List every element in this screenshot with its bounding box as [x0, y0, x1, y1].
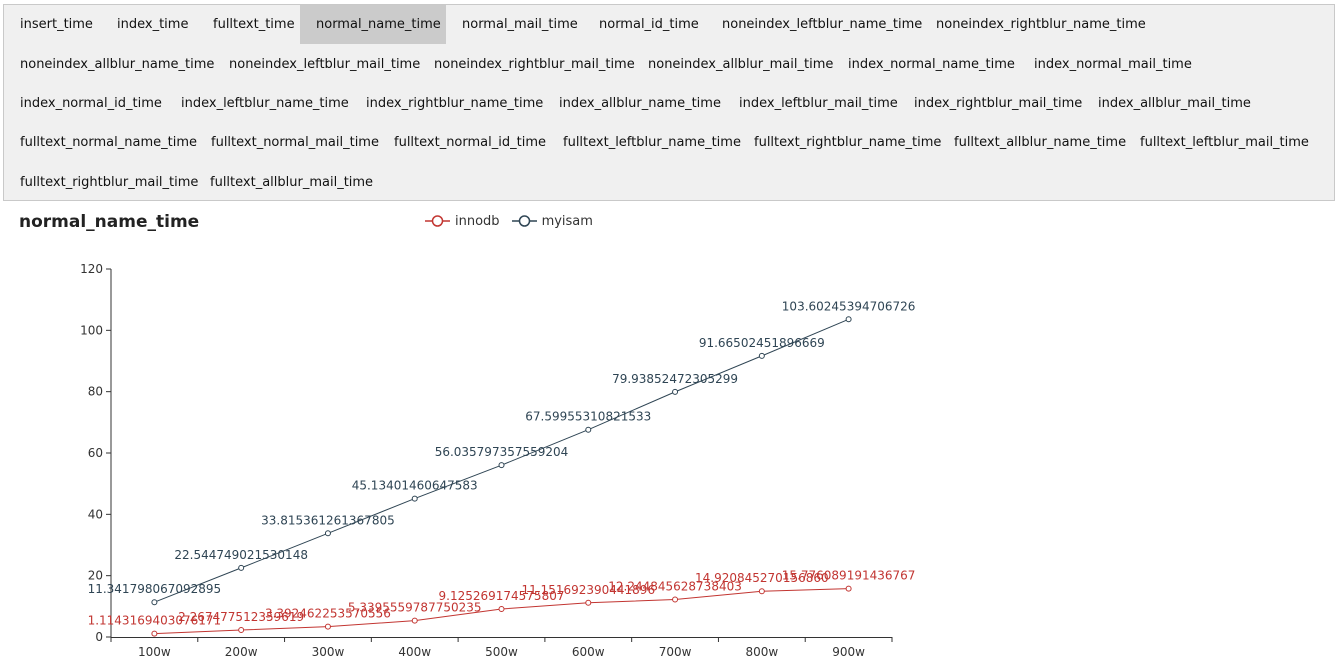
tab-noneindex-rightblur-mail-time[interactable]: noneindex_rightblur_mail_time — [434, 57, 635, 72]
data-point-myisam — [498, 462, 505, 469]
data-point-innodb — [498, 606, 505, 613]
chart-legend: innodb myisam — [425, 212, 605, 230]
tab-noneindex-leftblur-name-time[interactable]: noneindex_leftblur_name_time — [722, 17, 923, 32]
data-label-innodb: 5.3395559787750235 — [348, 601, 482, 615]
data-point-myisam — [238, 564, 245, 571]
x-tick-label: 800w — [745, 645, 778, 659]
tab-index-normal-name-time[interactable]: index_normal_name_time — [848, 57, 1015, 72]
y-tick-label: 40 — [88, 507, 103, 521]
x-tick-label: 700w — [659, 645, 692, 659]
chart-tab-bar: insert_time index_time fulltext_time normal… — [3, 4, 1335, 201]
data-point-myisam — [324, 530, 331, 537]
legend-myisam-marker-icon — [511, 215, 537, 227]
tab-index-leftblur-name-time[interactable]: index_leftblur_name_time — [181, 96, 349, 111]
tab-fulltext-leftblur-name-time[interactable]: fulltext_leftblur_name_time — [563, 135, 741, 150]
data-point-innodb — [238, 627, 245, 634]
tab-fulltext-normal-mail-time[interactable]: fulltext_normal_mail_time — [211, 135, 379, 150]
data-label-innodb: 12.244845628738403 — [608, 579, 742, 593]
legend-label-myisam: myisam — [541, 213, 593, 229]
data-point-innodb — [585, 599, 592, 606]
tab-insert-time[interactable]: insert_time — [20, 17, 93, 32]
data-point-myisam — [151, 599, 158, 606]
tab-noneindex-rightblur-name-time[interactable]: noneindex_rightblur_name_time — [936, 17, 1146, 32]
data-point-innodb — [758, 588, 765, 595]
data-label-myisam: 22.544749021530148 — [174, 548, 308, 562]
data-label-innodb: 2.267477512359619 — [178, 610, 304, 624]
y-tick-label: 60 — [88, 446, 103, 460]
data-point-innodb — [845, 585, 852, 592]
data-label-myisam: 56.035797357559204 — [435, 445, 569, 459]
data-label-myisam: 45.13401460647583 — [352, 479, 478, 493]
data-label-myisam: 11.341798067092895 — [88, 582, 222, 596]
data-point-innodb — [324, 623, 331, 630]
tab-index-allblur-mail-time[interactable]: index_allblur_mail_time — [1098, 96, 1251, 111]
data-point-innodb — [151, 630, 158, 637]
data-point-innodb — [411, 617, 418, 624]
x-tick-label: 400w — [398, 645, 431, 659]
x-tick-label: 300w — [312, 645, 345, 659]
x-tick-label: 200w — [225, 645, 258, 659]
legend-label-innodb: innodb — [455, 213, 500, 229]
legend-innodb-marker-icon — [425, 215, 450, 227]
tab-noneindex-allblur-name-time[interactable]: noneindex_allblur_name_time — [20, 57, 215, 72]
data-label-myisam: 33.815361261367805 — [261, 513, 395, 527]
data-point-myisam — [411, 495, 418, 502]
data-label-innodb: 1.1143169403076171 — [88, 614, 222, 628]
y-tick-label: 120 — [80, 262, 103, 276]
data-point-myisam — [758, 352, 765, 359]
tab-index-rightblur-name-time[interactable]: index_rightblur_name_time — [366, 96, 544, 111]
data-label-myisam: 79.93852472305299 — [612, 372, 738, 386]
tab-fulltext-allblur-name-time[interactable]: fulltext_allblur_name_time — [954, 135, 1127, 150]
y-tick-label: 80 — [88, 385, 103, 399]
tab-fulltext-allblur-mail-time[interactable]: fulltext_allblur_mail_time — [210, 175, 374, 190]
data-point-innodb — [672, 596, 679, 603]
tab-normal-id-time[interactable]: normal_id_time — [599, 17, 699, 32]
y-tick-label: 0 — [95, 630, 103, 644]
data-label-innodb: 11.151692390441896 — [521, 583, 655, 597]
data-point-myisam — [585, 426, 592, 433]
tab-fulltext-rightblur-mail-time[interactable]: fulltext_rightblur_mail_time — [20, 175, 199, 190]
legend-item-innodb[interactable]: innodb — [425, 214, 500, 229]
data-point-myisam — [672, 388, 679, 395]
tab-fulltext-rightblur-name-time[interactable]: fulltext_rightblur_name_time — [754, 135, 942, 150]
data-label-innodb: 9.125269174575807 — [439, 589, 565, 603]
data-label-innodb: 3.392462253570556 — [265, 607, 391, 621]
x-tick-label: 600w — [572, 645, 605, 659]
data-label-innodb: 15.776089191436767 — [782, 569, 916, 583]
data-label-myisam: 67.59955310821533 — [525, 410, 651, 424]
tab-fulltext-time[interactable]: fulltext_time — [213, 17, 295, 32]
x-tick-label: 500w — [485, 645, 518, 659]
y-tick-label: 100 — [80, 323, 103, 337]
tab-fulltext-normal-name-time[interactable]: fulltext_normal_name_time — [20, 135, 197, 150]
data-point-myisam — [845, 316, 852, 323]
data-label-myisam: 103.60245394706726 — [782, 299, 916, 313]
tab-index-rightblur-mail-time[interactable]: index_rightblur_mail_time — [914, 96, 1083, 111]
tab-index-allblur-name-time[interactable]: index_allblur_name_time — [559, 96, 721, 111]
y-tick-label: 20 — [88, 569, 103, 583]
tab-index-time[interactable]: index_time — [117, 17, 189, 32]
tab-index-normal-mail-time[interactable]: index_normal_mail_time — [1034, 57, 1192, 72]
tab-index-leftblur-mail-time[interactable]: index_leftblur_mail_time — [739, 96, 898, 111]
x-tick-label: 100w — [138, 645, 171, 659]
tab-index-normal-id-time[interactable]: index_normal_id_time — [20, 96, 162, 111]
chart-title: normal_name_time — [19, 212, 200, 232]
legend-item-myisam[interactable]: myisam — [511, 213, 593, 229]
tab-normal-name-time[interactable]: normal_name_time — [300, 5, 446, 44]
tab-noneindex-allblur-mail-time[interactable]: noneindex_allblur_mail_time — [648, 57, 834, 72]
tab-noneindex-leftblur-mail-time[interactable]: noneindex_leftblur_mail_time — [229, 57, 421, 72]
tab-fulltext-normal-id-time[interactable]: fulltext_normal_id_time — [394, 135, 546, 150]
tab-normal-mail-time[interactable]: normal_mail_time — [462, 17, 578, 32]
tab-fulltext-leftblur-mail-time[interactable]: fulltext_leftblur_mail_time — [1140, 135, 1309, 150]
data-label-innodb: 14.920845270156860 — [695, 571, 829, 585]
data-label-myisam: 91.66502451896669 — [699, 336, 825, 350]
x-tick-label: 900w — [832, 645, 865, 659]
